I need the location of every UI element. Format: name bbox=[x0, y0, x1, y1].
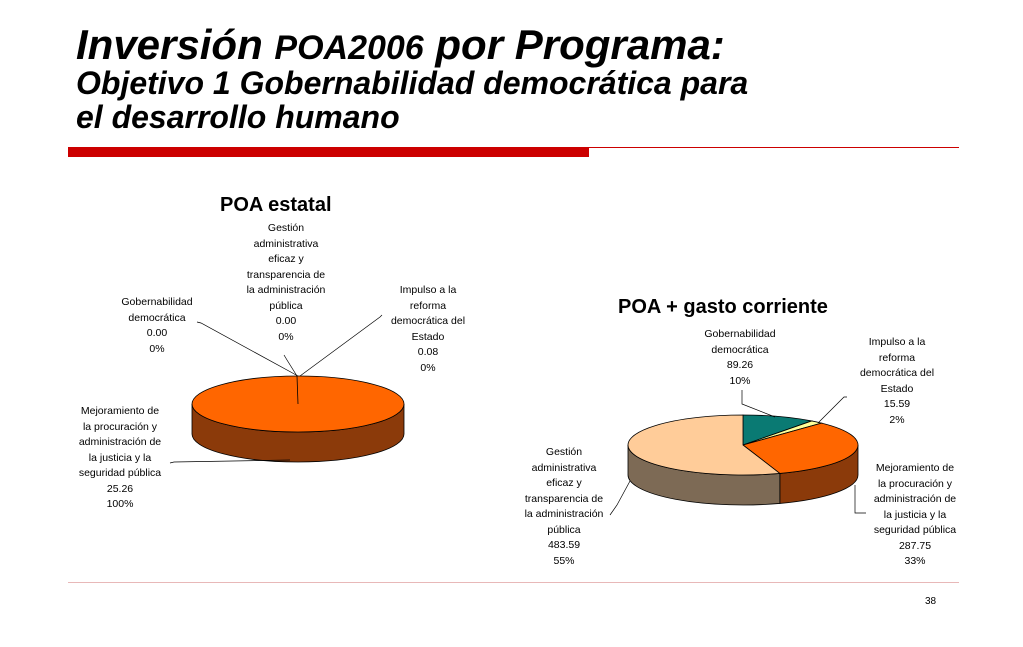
title-part1: Inversión bbox=[76, 21, 275, 68]
chart2-leader-impulso bbox=[817, 396, 847, 424]
chart2-slice-mejoramiento bbox=[742, 422, 859, 474]
subtitle-line2: el desarrollo humano bbox=[76, 99, 400, 135]
title-underline-bar bbox=[68, 147, 589, 157]
page-number: 38 bbox=[925, 596, 937, 607]
chart2-label-mejoramiento: Mejoramiento de la procuración y administr… bbox=[845, 461, 985, 570]
slice-label-line: Mejoramiento de bbox=[875, 462, 955, 474]
slice-value: 483.59 bbox=[547, 539, 581, 551]
slice-percent: 100% bbox=[106, 498, 134, 510]
slice-label-line: Impulso a la bbox=[399, 284, 457, 296]
slice-label-line: Impulso a la bbox=[868, 336, 926, 348]
slice-label-line: democrática bbox=[711, 343, 769, 356]
slice-percent: 0% bbox=[149, 342, 165, 355]
footer-divider bbox=[68, 582, 959, 583]
chart1-leader-gobernabilidad bbox=[196, 321, 299, 377]
slice-label-line: administración de bbox=[78, 436, 162, 448]
slice-percent: 33% bbox=[904, 555, 926, 567]
chart2-leader-gobernabilidad bbox=[741, 390, 776, 418]
slice-label-line: democrática del bbox=[390, 315, 466, 327]
slice-value: 15.59 bbox=[883, 398, 911, 410]
slice-label-line: pública bbox=[269, 299, 303, 312]
slice-label-line: la justicia y la bbox=[883, 508, 947, 521]
slice-label-line: democrática bbox=[128, 311, 186, 324]
slice-label-line: administración de bbox=[873, 493, 957, 505]
chart1-label-gobernabilidad: Gobernabilidad democrática 0.00 0% bbox=[87, 295, 227, 357]
slice-label-line: transparencia de bbox=[246, 268, 326, 281]
chart2-label-impulso: Impulso a la reforma democrática del Estado… bbox=[827, 335, 967, 428]
slice-label-line: seguridad pública bbox=[78, 467, 162, 479]
slice-label-line: eficaz y bbox=[268, 253, 304, 265]
chart1-leader-gestion bbox=[283, 354, 298, 377]
slice-label-line: la procuración y bbox=[82, 420, 158, 433]
slice-label-line: Mejoramiento de bbox=[80, 405, 160, 417]
chart1-slice-boundary bbox=[296, 375, 299, 405]
chart2-title: POA + gasto corriente bbox=[618, 296, 828, 318]
slice-percent: 0% bbox=[278, 330, 294, 343]
slice-percent: 55% bbox=[553, 554, 575, 567]
slice-label-line: Gobernabilidad bbox=[121, 296, 193, 308]
slice-label-line: la administración bbox=[246, 284, 326, 296]
slice-percent: 2% bbox=[889, 413, 905, 426]
chart2-label-gobernabilidad: Gobernabilidad democrática 89.26 10% bbox=[670, 327, 810, 389]
chart2-leader-gestion bbox=[609, 480, 631, 516]
slice-value: 89.26 bbox=[726, 359, 754, 371]
slice-label-line: reforma bbox=[878, 351, 916, 364]
chart2-leader-mejoramiento bbox=[854, 485, 866, 514]
slice-label-line: Estado bbox=[880, 382, 914, 395]
slice-label-line: Gestión bbox=[545, 446, 583, 458]
slice-label-line: reforma bbox=[409, 299, 447, 312]
slice-label-line: Gobernabilidad bbox=[704, 328, 776, 340]
chart2-label-gestion: Gestión administrativa eficaz y transparenc… bbox=[494, 445, 634, 569]
chart1-title: POA estatal bbox=[220, 194, 332, 216]
slice-value: 287.75 bbox=[898, 539, 932, 552]
slice-label-line: pública bbox=[547, 523, 581, 536]
slice-label-line: administrativa bbox=[253, 237, 319, 250]
slice-percent: 0% bbox=[420, 361, 436, 374]
chart1-label-mejoramiento: Mejoramiento de la procuración y administr… bbox=[50, 404, 190, 513]
slice-value: 0.00 bbox=[146, 327, 168, 339]
slice-label-line: administrativa bbox=[531, 461, 597, 474]
slice-percent: 10% bbox=[729, 374, 751, 387]
slice-label-line: la procuración y bbox=[877, 477, 953, 490]
title-part3: por Programa: bbox=[423, 21, 725, 68]
chart1-leader-mejoramiento bbox=[169, 459, 291, 464]
slice-value: 0.08 bbox=[417, 346, 439, 358]
chart1-leader-impulso bbox=[299, 314, 383, 377]
chart2-slice-gobernabilidad bbox=[742, 414, 814, 446]
slice-label-line: la administración bbox=[524, 508, 604, 520]
chart1-label-impulso: Impulso a la reforma democrática del Estado… bbox=[358, 283, 498, 376]
slice-label-line: Gestión bbox=[267, 222, 305, 234]
slide-title: Inversión POA2006 por Programa: Objetivo… bbox=[76, 21, 749, 135]
slice-label-line: la justicia y la bbox=[88, 451, 152, 464]
chart2-slice-gestion bbox=[627, 414, 781, 476]
subtitle-line1: Objetivo 1 Gobernabilidad democrática pa… bbox=[76, 65, 749, 101]
slice-value: 0.00 bbox=[275, 315, 297, 327]
slice-label-line: democrática del bbox=[859, 367, 935, 379]
slice-label-line: eficaz y bbox=[546, 477, 582, 489]
slice-label-line: transparencia de bbox=[524, 492, 604, 505]
title-underline-line bbox=[589, 147, 959, 148]
slice-label-line: Estado bbox=[411, 330, 445, 343]
chart1-label-gestion: Gestión administrativa eficaz y transparenc… bbox=[216, 221, 356, 345]
slice-value: 25.26 bbox=[106, 482, 134, 495]
slice-label-line: seguridad pública bbox=[873, 524, 957, 536]
title-part2: POA2006 bbox=[274, 29, 424, 67]
